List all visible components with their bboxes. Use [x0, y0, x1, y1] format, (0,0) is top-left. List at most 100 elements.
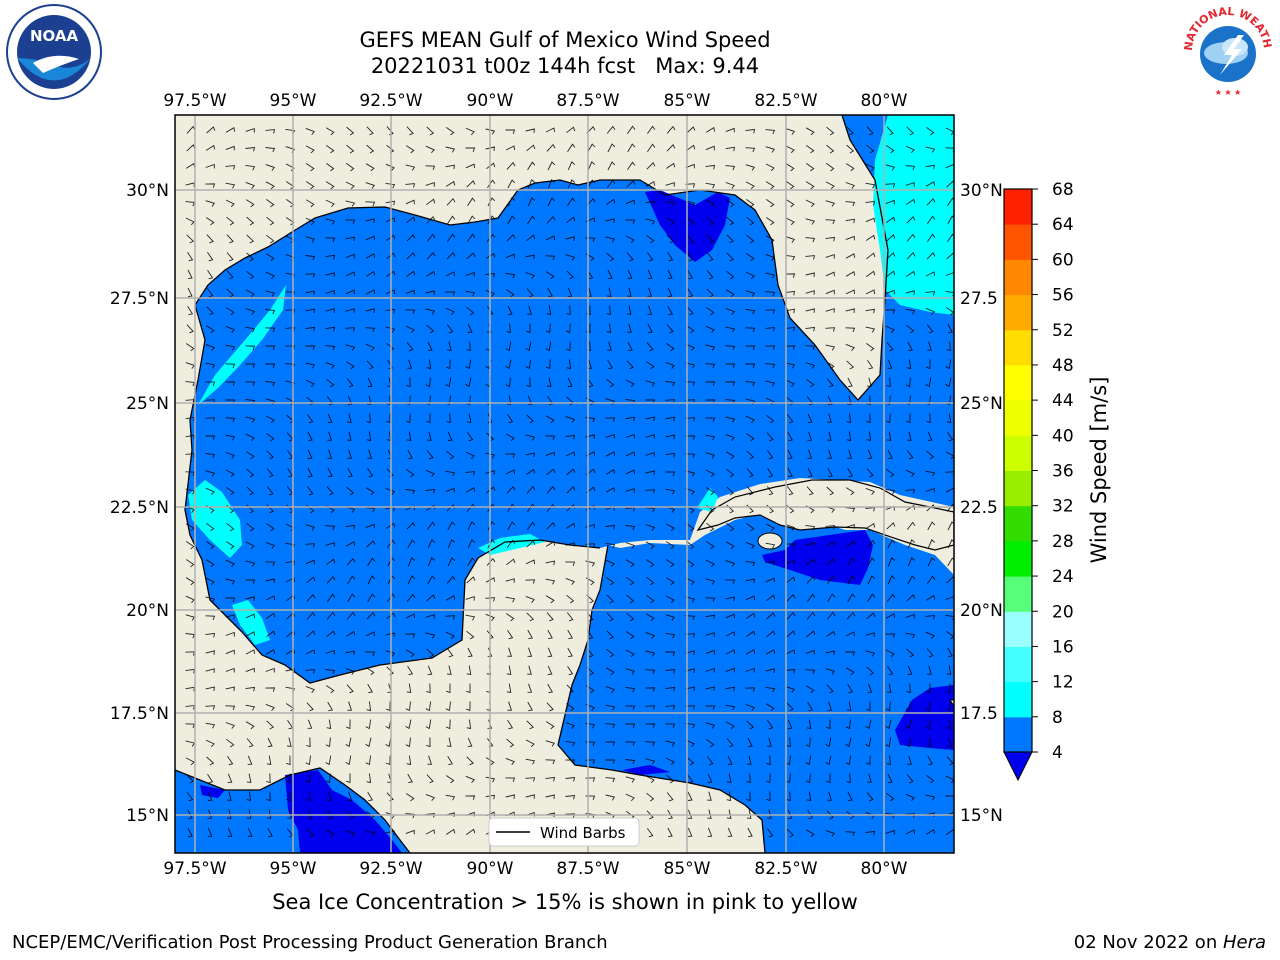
lat-label: 17.5°N — [110, 704, 169, 724]
lat-label: 30°N — [126, 181, 169, 201]
colorbar-tick-label: 68 — [1052, 180, 1074, 200]
lon-labels-top: 97.5°W 95°W 92.5°W 90°W 87.5°W 85°W 82.5… — [163, 91, 907, 111]
wind-8-12-texas — [198, 285, 286, 405]
lon-label: 87.5°W — [556, 859, 619, 879]
lat-label: 20°N — [960, 601, 1003, 621]
colorbar-tick-label: 16 — [1052, 637, 1074, 657]
lon-label: 97.5°W — [163, 91, 226, 111]
lon-label: 87.5°W — [556, 91, 619, 111]
nws-logo-icon: NATIONAL WEATHER SERVICE ★ ★ ★ — [1180, 3, 1274, 97]
map-subtitle: 20221031 t00z 144h fcst Max: 9.44 — [370, 54, 760, 78]
colorbar-tick-label: 20 — [1052, 602, 1074, 622]
colorbar-tick-label: 60 — [1052, 250, 1074, 270]
colorbar-tick-label: 40 — [1052, 426, 1074, 446]
colorbar-tick-label: 36 — [1052, 462, 1074, 482]
legend-label: Wind Barbs — [540, 824, 626, 842]
coastline-pacific — [175, 767, 411, 853]
colorbar-tick-label: 56 — [1052, 286, 1074, 306]
lat-label: 17.5 — [960, 704, 998, 724]
lat-label: 15°N — [960, 806, 1003, 826]
wind-8-12-south — [232, 600, 270, 645]
colorbar-segment — [1004, 329, 1032, 366]
colorbar-tick-label: 12 — [1052, 673, 1074, 693]
coastline-caribbean — [557, 544, 766, 853]
colorbar-tick-label: 32 — [1052, 497, 1074, 517]
noaa-logo-text: NOAA — [30, 27, 79, 45]
colorbar-tick-label: 44 — [1052, 391, 1074, 411]
wind-8-12-bay — [188, 480, 242, 558]
colorbar-tick-label: 64 — [1052, 215, 1074, 235]
colorbar-tick-label: 52 — [1052, 321, 1074, 341]
lat-label: 15°N — [126, 806, 169, 826]
lon-label: 82.5°W — [754, 91, 817, 111]
colorbar-segment — [1004, 364, 1032, 401]
lon-label: 90°W — [467, 859, 514, 879]
lon-label: 92.5°W — [359, 91, 422, 111]
isla-juventud — [757, 532, 783, 550]
lon-label: 92.5°W — [359, 859, 422, 879]
colorbar-tick-label: 28 — [1052, 532, 1074, 552]
colorbar-segment — [1004, 646, 1032, 683]
caption-text: Sea Ice Concentration > 15% is shown in … — [272, 890, 858, 914]
lon-labels-bottom: 97.5°W 95°W 92.5°W 90°W 87.5°W 85°W 82.5… — [163, 859, 907, 879]
colorbar-segment — [1004, 716, 1032, 753]
colorbar-segment — [1004, 435, 1032, 471]
lat-label: 27.5°N — [110, 289, 169, 309]
colorbar-segment — [1004, 224, 1032, 260]
lat-label: 25°N — [126, 394, 169, 414]
colorbar-segment — [1004, 681, 1032, 718]
colorbar-under-arrow — [1003, 751, 1033, 782]
map-gridlines — [175, 115, 954, 853]
lon-label: 82.5°W — [754, 859, 817, 879]
map-title: GEFS MEAN Gulf of Mexico Wind Speed — [359, 28, 771, 52]
lat-labels-left: 30°N 27.5°N 25°N 22.5°N 20°N 17.5°N 15°N — [110, 181, 169, 826]
lon-label: 95°W — [270, 91, 317, 111]
lat-label: 22.5°N — [110, 498, 169, 518]
colorbar-segment — [1004, 189, 1032, 225]
noaa-logo-icon: NOAA — [6, 4, 102, 100]
lat-label: 27.5 — [960, 289, 998, 309]
lon-label: 85°W — [664, 859, 711, 879]
colorbar-segment — [1004, 611, 1032, 647]
map-frame — [174, 114, 955, 854]
lon-label: 95°W — [270, 859, 317, 879]
colorbar-segment — [1004, 540, 1032, 577]
map-legend: Wind Barbs — [488, 817, 640, 847]
footer-credit: NCEP/EMC/Verification Post Processing Pr… — [12, 932, 608, 953]
lon-label: 90°W — [467, 91, 514, 111]
footer-date-text: 02 Nov 2022 on — [1073, 932, 1223, 953]
colorbar-segment — [1004, 400, 1032, 436]
lat-label: 30°N — [960, 181, 1003, 201]
colorbar-tick-label: 48 — [1052, 356, 1074, 376]
lon-label: 80°W — [861, 91, 908, 111]
colorbar-segment — [1004, 505, 1032, 542]
wind-lt4-caribbean — [762, 530, 873, 585]
wind-lt4-east — [895, 685, 954, 750]
lat-label: 22.5 — [960, 498, 998, 518]
wind-lt4-pacific-west — [200, 785, 225, 798]
lon-label: 80°W — [861, 859, 908, 879]
colorbar-segment — [1004, 294, 1032, 331]
colorbar-tick-label: 4 — [1052, 743, 1063, 763]
lat-label: 25°N — [960, 394, 1003, 414]
caribbean-water — [558, 510, 954, 853]
footer-date: 02 Nov 2022 on Hera — [1074, 932, 1266, 953]
lat-labels-right: 30°N 27.5 25°N 22.5 20°N 17.5 15°N — [960, 181, 1003, 826]
wind-8-12-channel — [697, 488, 718, 512]
colorbar-segment — [1004, 576, 1032, 612]
wind-8-12-east — [873, 115, 954, 315]
footer-host: Hera — [1222, 932, 1266, 953]
wind-barb-field — [185, 125, 954, 838]
lat-label: 20°N — [126, 601, 169, 621]
colorbar-segment — [1004, 259, 1032, 296]
lon-label: 97.5°W — [163, 859, 226, 879]
wind-lt4-honduras — [622, 765, 670, 775]
colorbar-label: Wind Speed [m/s] — [1087, 377, 1111, 564]
colorbar-tick-label: 8 — [1052, 708, 1063, 728]
colorbar-tick-label: 24 — [1052, 567, 1074, 587]
lon-label: 85°W — [664, 91, 711, 111]
colorbar-segment — [1004, 470, 1032, 507]
wind-8-12-yucatan — [478, 534, 545, 555]
